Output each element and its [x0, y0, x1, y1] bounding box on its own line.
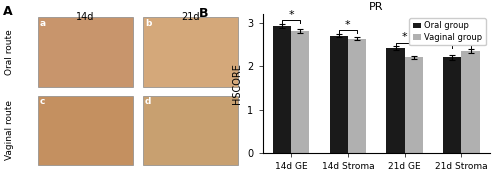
Text: *: *	[345, 20, 350, 30]
Text: b: b	[145, 19, 152, 28]
Text: B: B	[199, 7, 208, 20]
FancyBboxPatch shape	[142, 17, 238, 87]
Text: c: c	[40, 97, 46, 106]
Bar	[444, 57, 462, 153]
Text: a: a	[40, 19, 46, 28]
Text: *: *	[288, 10, 294, 20]
Text: d: d	[145, 97, 152, 106]
Y-axis label: HSCORE: HSCORE	[232, 63, 241, 104]
Bar	[386, 48, 404, 153]
Legend: Oral group, Vaginal group: Oral group, Vaginal group	[410, 18, 486, 45]
Bar	[330, 36, 348, 153]
Text: A: A	[2, 5, 12, 18]
FancyBboxPatch shape	[38, 96, 132, 165]
Text: 21d: 21d	[181, 12, 199, 22]
FancyBboxPatch shape	[142, 96, 238, 165]
Text: Oral route: Oral route	[6, 29, 15, 75]
FancyBboxPatch shape	[38, 17, 132, 87]
Bar	[348, 39, 366, 153]
Text: *: *	[402, 32, 407, 42]
Bar	[291, 31, 309, 153]
Text: 14d: 14d	[76, 12, 94, 22]
Bar	[404, 57, 423, 153]
Title: PR: PR	[369, 2, 384, 12]
Text: Vaginal route: Vaginal route	[6, 101, 15, 160]
Text: *: *	[458, 35, 464, 45]
Bar	[462, 51, 479, 153]
Bar	[273, 26, 291, 153]
